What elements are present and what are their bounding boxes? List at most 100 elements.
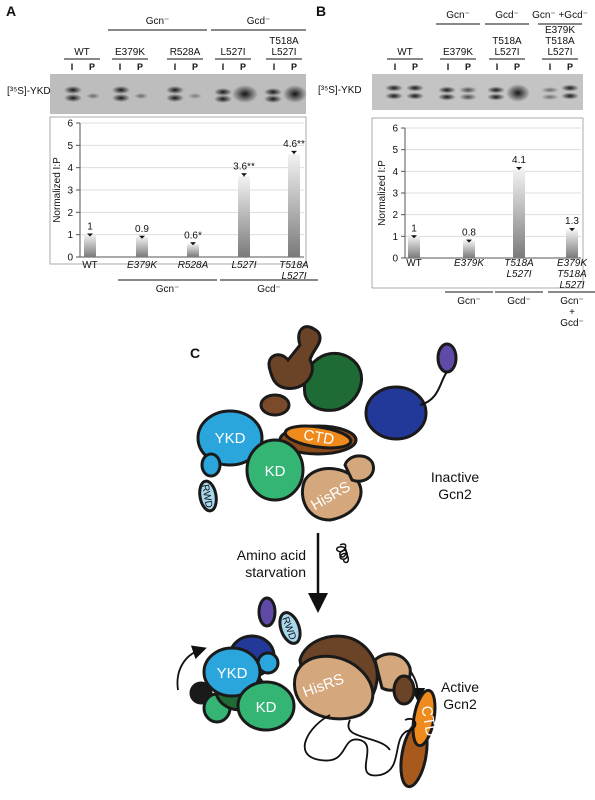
group-label: Gcn⁻ bbox=[156, 284, 180, 295]
error-cap bbox=[516, 167, 522, 170]
lane-p: P bbox=[240, 62, 246, 72]
domain-label: CTD bbox=[417, 705, 439, 738]
gcn2-inactive bbox=[196, 325, 458, 522]
group-label: Gcn⁻ bbox=[457, 296, 481, 307]
lane-label: L527I bbox=[220, 47, 245, 58]
y-tick-label: 6 bbox=[67, 119, 73, 130]
lane-p: P bbox=[137, 62, 143, 72]
y-axis-label: Normalized I:P bbox=[52, 157, 63, 223]
error-cap bbox=[411, 235, 417, 239]
lane-i: I bbox=[447, 62, 450, 72]
error-cap bbox=[569, 228, 575, 232]
lane-p: P bbox=[567, 62, 573, 72]
lane-label: E379K T518A L527I bbox=[545, 25, 575, 58]
lane-label: E379K bbox=[115, 47, 145, 58]
lane-i: I bbox=[119, 62, 122, 72]
state-label: starvation bbox=[245, 564, 306, 580]
x-tick-label: WT bbox=[82, 260, 98, 271]
lane-p: P bbox=[291, 62, 297, 72]
value-label: 0.6* bbox=[184, 230, 202, 241]
y-tick-label: 4 bbox=[392, 167, 398, 178]
bar bbox=[463, 240, 475, 258]
lane-i: I bbox=[549, 62, 552, 72]
value-label: 4.6** bbox=[283, 139, 305, 150]
lane-p: P bbox=[89, 62, 95, 72]
group-label: Gcn⁻ + Gcd⁻ bbox=[560, 296, 584, 329]
value-label: 3.6** bbox=[233, 161, 255, 172]
domain-label: YKD bbox=[217, 665, 248, 682]
chart-frame bbox=[371, 117, 584, 289]
bar bbox=[566, 229, 578, 258]
lane-p: P bbox=[514, 62, 520, 72]
x-tick-label: E379K T518A L527I bbox=[557, 258, 588, 291]
bar bbox=[238, 176, 250, 257]
amino-acid bbox=[335, 543, 350, 564]
bar bbox=[408, 236, 420, 258]
domain-label: YKD bbox=[215, 430, 246, 447]
lane-i: I bbox=[496, 62, 499, 72]
y-tick-label: 6 bbox=[392, 124, 398, 135]
value-label: 1 bbox=[411, 223, 417, 234]
y-tick-label: 1 bbox=[392, 232, 398, 243]
lane-i: I bbox=[71, 62, 74, 72]
error-cap bbox=[87, 233, 93, 237]
value-label: 1.3 bbox=[565, 216, 579, 227]
domain-label: KD bbox=[256, 699, 277, 716]
error-cap bbox=[466, 239, 472, 243]
y-tick-label: 0 bbox=[392, 254, 398, 265]
error-cap bbox=[241, 173, 247, 177]
lane-label: E379K bbox=[443, 47, 473, 58]
x-tick-label: T518A L527I bbox=[504, 258, 534, 280]
x-tick-label: E379K bbox=[127, 260, 158, 271]
y-tick-label: 0 bbox=[67, 253, 73, 264]
panel-label: B bbox=[316, 3, 326, 19]
panel-label: A bbox=[6, 3, 16, 19]
y-tick-label: 5 bbox=[67, 141, 73, 152]
blot-b bbox=[372, 74, 583, 110]
group-label: Gcd⁻ bbox=[507, 296, 531, 307]
gcn2-active bbox=[176, 596, 437, 789]
lane-p: P bbox=[465, 62, 471, 72]
domain-label: RWD bbox=[199, 484, 214, 509]
lane-label: R528A bbox=[170, 47, 201, 58]
state-label: Gcn2 bbox=[443, 696, 477, 712]
group-label: Gcd⁻ bbox=[247, 16, 271, 27]
blot-ylabel: [³⁵S]-YKD bbox=[7, 86, 51, 97]
bar bbox=[513, 169, 525, 258]
lane-label: WT bbox=[74, 47, 90, 58]
panel-label: C bbox=[190, 345, 200, 361]
bar bbox=[136, 236, 148, 257]
blot-ylabel: [³⁵S]-YKD bbox=[318, 85, 362, 96]
lane-p: P bbox=[192, 62, 198, 72]
y-axis-label: Normalized I:P bbox=[377, 160, 388, 226]
bar bbox=[84, 234, 96, 257]
lane-p: P bbox=[412, 62, 418, 72]
bar bbox=[288, 154, 300, 257]
state-label: Gcn2 bbox=[438, 486, 472, 502]
state-label: Amino acid bbox=[237, 547, 306, 563]
lane-i: I bbox=[273, 62, 276, 72]
y-tick-label: 3 bbox=[392, 189, 398, 200]
value-label: 4.1 bbox=[512, 155, 526, 166]
lane-label: T518A L527I bbox=[492, 36, 522, 58]
lane-i: I bbox=[394, 62, 397, 72]
lane-label: T518A L527I bbox=[269, 36, 299, 58]
value-label: 1 bbox=[87, 222, 93, 233]
domain-label: KD bbox=[265, 463, 286, 480]
state-label: Active bbox=[441, 679, 479, 695]
y-tick-label: 3 bbox=[67, 186, 73, 197]
x-tick-label: WT bbox=[406, 258, 422, 269]
x-tick-label: T518A L527I bbox=[279, 260, 309, 282]
state-label: Inactive bbox=[431, 469, 479, 485]
error-cap bbox=[291, 150, 297, 154]
lane-label: WT bbox=[397, 47, 413, 58]
y-tick-label: 5 bbox=[392, 145, 398, 156]
x-tick-label: E379K bbox=[454, 258, 485, 269]
group-label: Gcn⁻ bbox=[146, 16, 170, 27]
blot-a bbox=[50, 74, 307, 114]
chart-frame bbox=[49, 116, 307, 265]
bar bbox=[187, 243, 199, 257]
y-tick-label: 2 bbox=[392, 210, 398, 221]
domain-label: CTD bbox=[302, 427, 335, 449]
